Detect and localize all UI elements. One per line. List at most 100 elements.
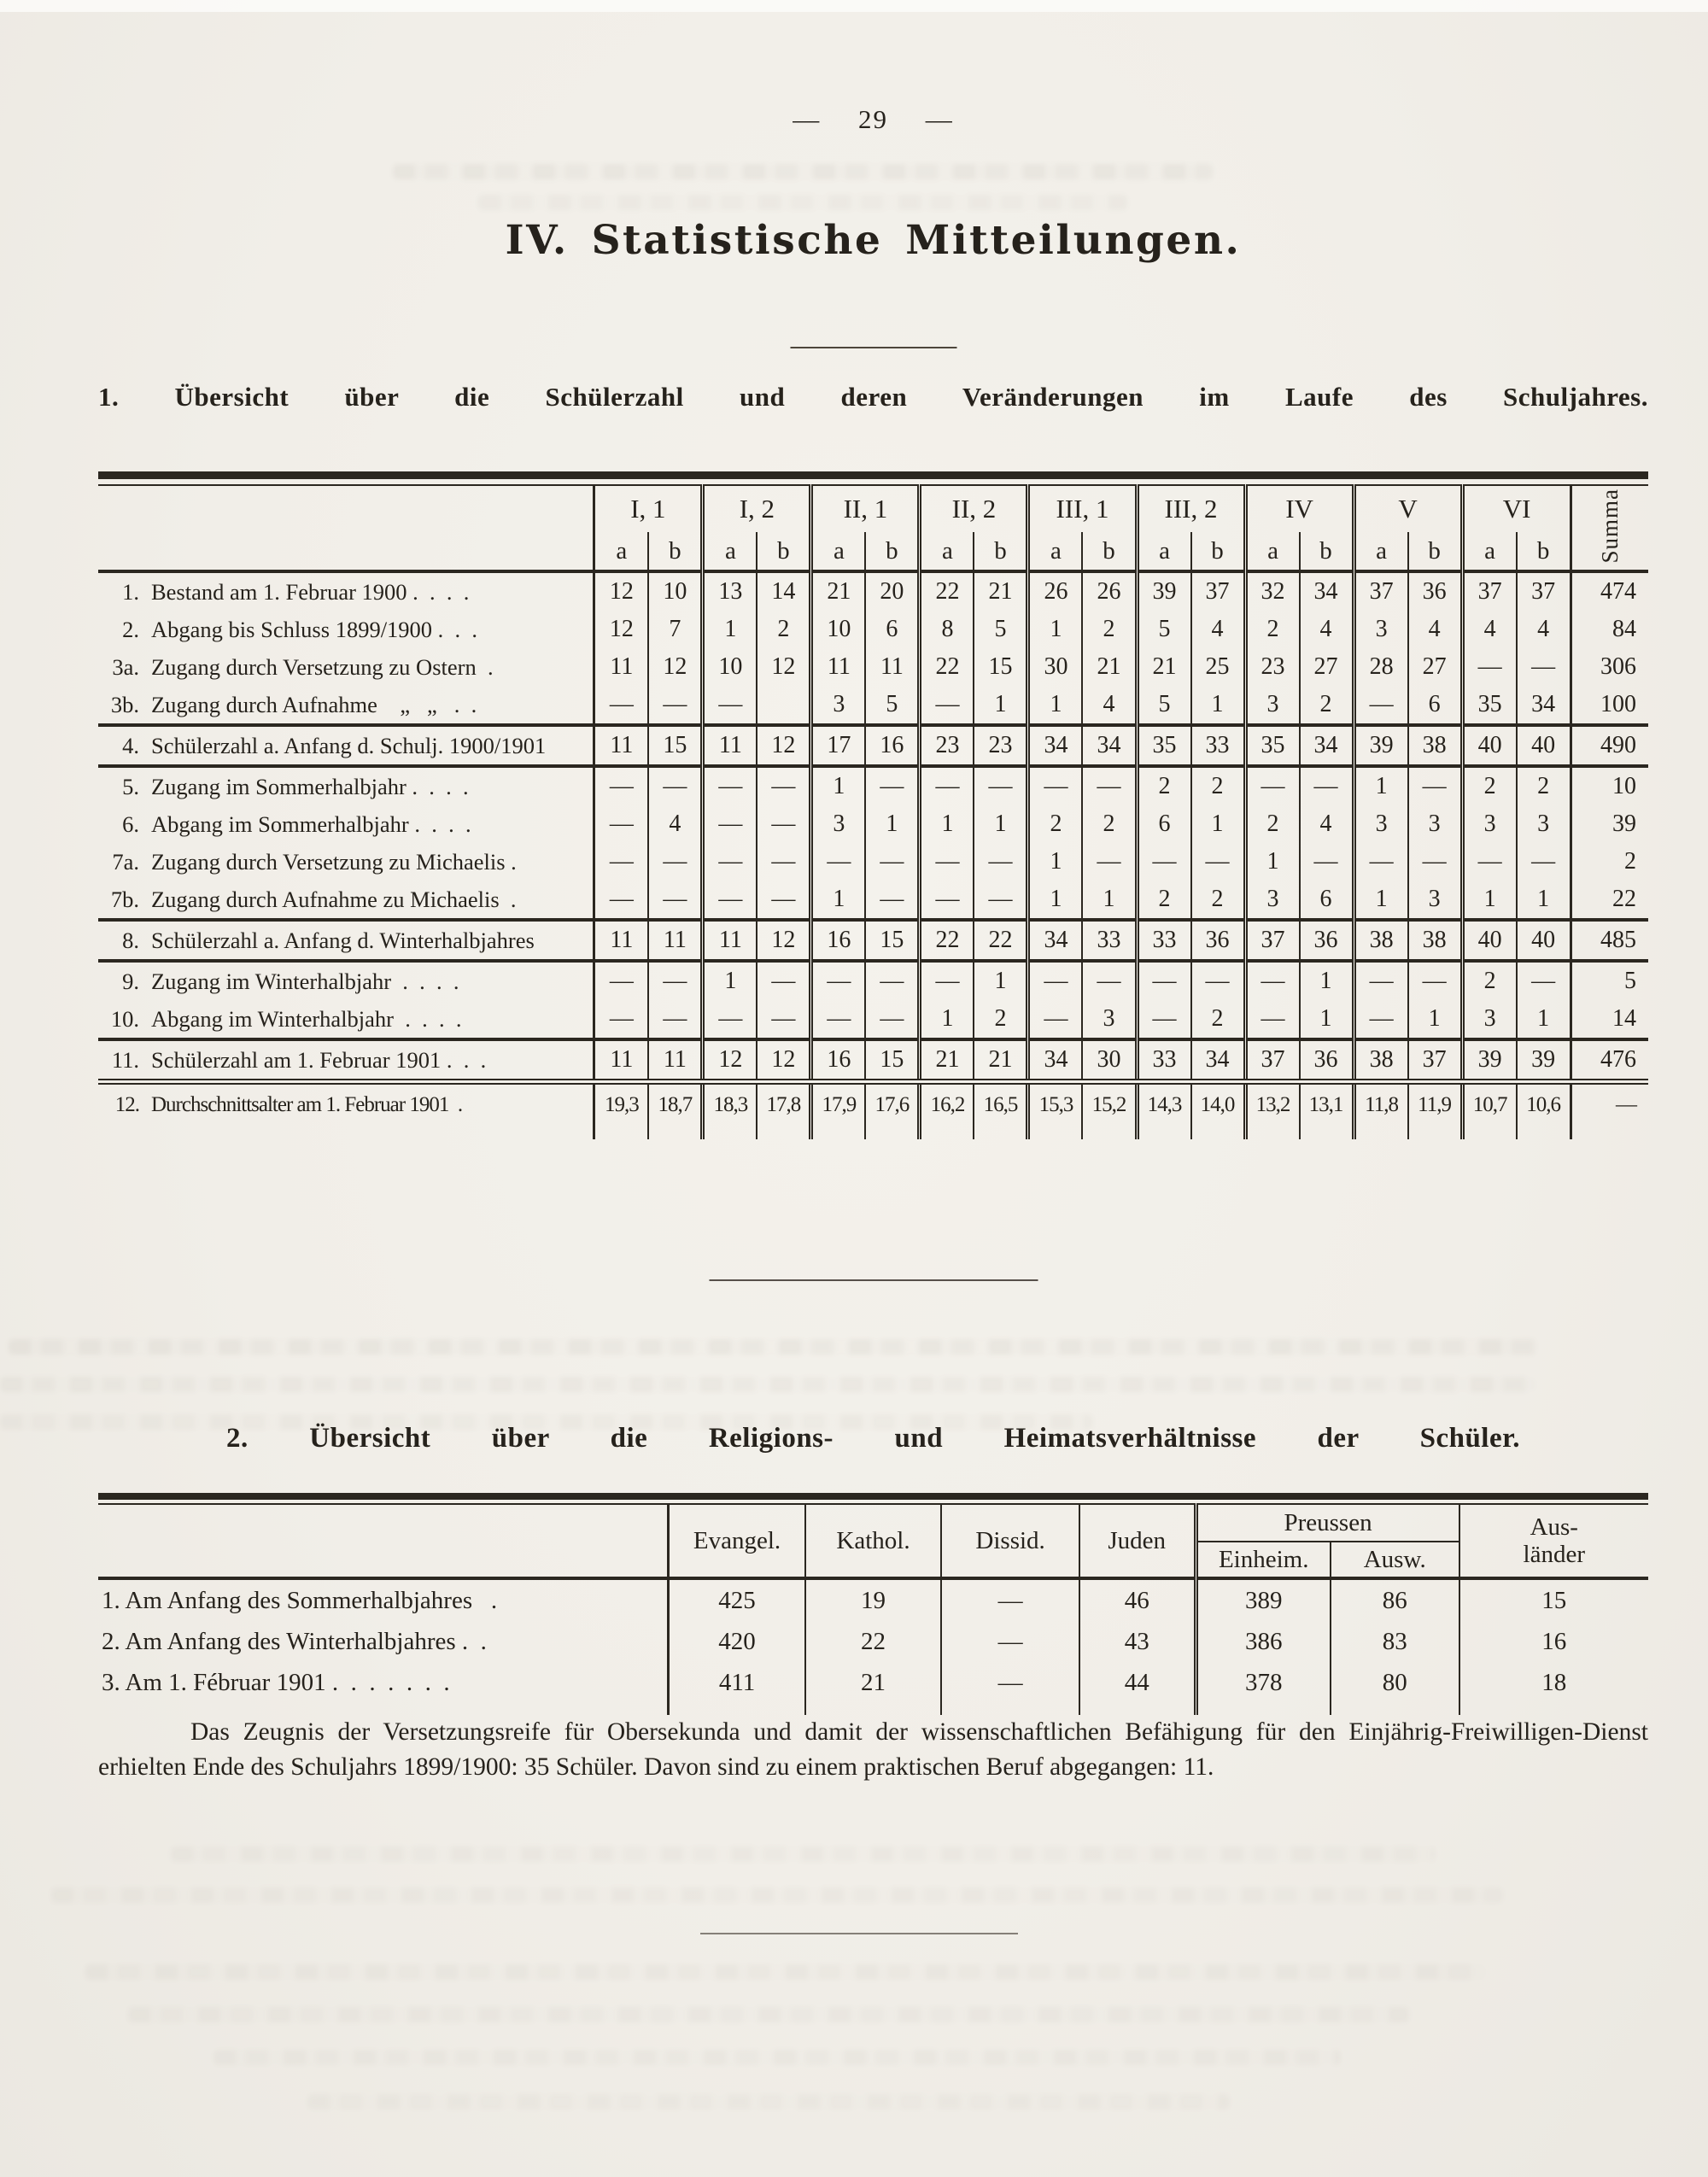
t2-column-header: Dissid. xyxy=(940,1504,1079,1580)
t1-cell: — xyxy=(1026,959,1083,1000)
t1-cell: 23 xyxy=(973,723,1028,766)
t1-cell: 5 xyxy=(864,686,920,725)
t1-cell: — xyxy=(1351,686,1408,725)
t1-cell: 11,9 xyxy=(1407,1079,1463,1126)
t1-row-number: 2. xyxy=(122,616,139,642)
t1-cell: 2 xyxy=(1134,881,1191,920)
t1-row: 7a. Zugang durch Versetzung zu Michaelis … xyxy=(98,843,1648,881)
t1-cell: 15 xyxy=(864,1038,920,1082)
t1-cell: — xyxy=(593,764,649,805)
t1-row: 12. Durchschnittsalter am 1. Februar 1901… xyxy=(98,1079,1648,1126)
t1-cell: 37 xyxy=(1190,571,1246,611)
t1-cell: 12 xyxy=(593,571,649,611)
t1-cell: — xyxy=(864,881,920,920)
t1-row: 11. Schülerzahl am 1. Februar 1901 . . .1… xyxy=(98,1038,1648,1082)
t1-cell: 11 xyxy=(647,918,703,961)
t1-cell: 35 xyxy=(1134,723,1191,766)
t1-cell: 4 xyxy=(1459,611,1517,648)
t1-cell: 3 xyxy=(809,686,866,725)
t1-cell: 1 xyxy=(1190,805,1246,843)
t1-subcol-a: a xyxy=(1134,532,1191,573)
t1-cell: 40 xyxy=(1459,723,1517,766)
t1-cell: 39 xyxy=(1351,723,1408,766)
t1-cell: 38 xyxy=(1351,1038,1408,1082)
t2-row-label: 3. Am 1. Fébruar 1901 . . . . . . . xyxy=(102,1668,450,1696)
t1-cell: 1 xyxy=(1515,1000,1571,1039)
t1-cell: — xyxy=(1351,843,1408,881)
t1-cell: 34 xyxy=(1026,1038,1083,1082)
t1-cell: 11 xyxy=(647,1038,703,1082)
t1-cell: 12 xyxy=(647,648,703,686)
bleed-through-band xyxy=(128,2007,1409,2022)
t1-cell: 17,9 xyxy=(809,1079,866,1126)
t1-cell: — xyxy=(700,686,757,725)
t1-summa-cell: — xyxy=(1569,1079,1648,1126)
t1-cell: 23 xyxy=(917,723,974,766)
t1-cell: 36 xyxy=(1298,1038,1354,1082)
t1-cell: — xyxy=(700,1000,757,1039)
t1-cell: 37 xyxy=(1351,571,1408,611)
t1-cell: — xyxy=(864,959,920,1000)
t1-cell: 15,3 xyxy=(1026,1079,1083,1126)
bleed-through-band xyxy=(307,2094,1230,2110)
t1-cell: 34 xyxy=(1026,723,1083,766)
t1-cell: — xyxy=(1081,764,1137,805)
t2-column-header: Kathol. xyxy=(804,1504,942,1580)
t1-cell xyxy=(756,686,811,725)
t1-row-number: 5. xyxy=(122,773,139,799)
t1-cell: 4 xyxy=(1298,805,1354,843)
t1-cell: 15 xyxy=(973,648,1028,686)
t1-row-label: 4. Schülerzahl a. Anfang d. Schulj. 1900/… xyxy=(98,723,594,766)
t1-cell: 2 xyxy=(1459,959,1517,1000)
t1-cell: 3 xyxy=(1459,1000,1517,1039)
t2-row: 2. Am Anfang des Winterhalbjahres . . 420… xyxy=(98,1621,1648,1662)
t1-cell: — xyxy=(1190,959,1246,1000)
t1-class-header: II, 1 xyxy=(809,485,920,532)
t1-cell: 35 xyxy=(1243,723,1300,766)
t1-subcol-b: b xyxy=(1515,532,1571,573)
t1-cell: 20 xyxy=(864,571,920,611)
t1-cell: 5 xyxy=(1134,686,1191,725)
t1-cell: 25 xyxy=(1190,648,1246,686)
t1-cell: 8 xyxy=(917,611,974,648)
t2-cell: 420 xyxy=(667,1621,805,1662)
t1-cell: 2 xyxy=(1190,881,1246,920)
t1-cell: — xyxy=(917,881,974,920)
t1-cell: 15 xyxy=(864,918,920,961)
t1-cell: 2 xyxy=(756,611,811,648)
t2-cell: 15 xyxy=(1458,1578,1648,1621)
t2-subcolumn-header: Ausw. xyxy=(1329,1542,1459,1580)
t1-cell: 38 xyxy=(1407,918,1463,961)
t1-cell: 34 xyxy=(1081,723,1137,766)
t1-cell: 30 xyxy=(1026,648,1083,686)
t1-row: 4. Schülerzahl a. Anfang d. Schulj. 1900/… xyxy=(98,723,1648,766)
t1-summa-cell: 10 xyxy=(1569,764,1648,805)
t1-cell: 11,8 xyxy=(1351,1079,1408,1126)
t1-subcol-b: b xyxy=(1298,532,1354,573)
t1-cell: — xyxy=(973,764,1028,805)
t1-cell: 26 xyxy=(1081,571,1137,611)
t1-row-label: 3a. Zugang durch Versetzung zu Ostern . xyxy=(98,648,594,686)
t1-row-label: 12. Durchschnittsalter am 1. Februar 1901… xyxy=(98,1079,594,1126)
t1-cell: 33 xyxy=(1190,723,1246,766)
t1-cell: 19,3 xyxy=(593,1079,649,1126)
t1-class-header: III, 2 xyxy=(1134,485,1246,532)
t1-cell: 12 xyxy=(700,1038,757,1082)
t1-cell: 40 xyxy=(1515,723,1571,766)
t1-cell: 12 xyxy=(593,611,649,648)
t2-cell: 80 xyxy=(1329,1662,1459,1703)
t1-cell: 37 xyxy=(1243,918,1300,961)
t1-row-label: 6. Abgang im Sommerhalbjahr . . . . xyxy=(98,805,594,843)
t1-cell: 11 xyxy=(593,723,649,766)
t1-cell: — xyxy=(1459,843,1517,881)
t1-cell: — xyxy=(864,843,920,881)
t1-cell: — xyxy=(647,686,703,725)
t1-row-label: 10. Abgang im Winterhalbjahr . . . . xyxy=(98,1000,594,1039)
t1-summa-cell: 474 xyxy=(1569,571,1648,611)
t1-subcol-a: a xyxy=(1459,532,1517,573)
t1-subcol-a: a xyxy=(593,532,649,573)
t1-cell: 1 xyxy=(1026,881,1083,920)
t1-cell: — xyxy=(647,1000,703,1039)
closing-paragraph: Das Zeugnis der Versetzungsreife für Obe… xyxy=(98,1718,1648,1781)
